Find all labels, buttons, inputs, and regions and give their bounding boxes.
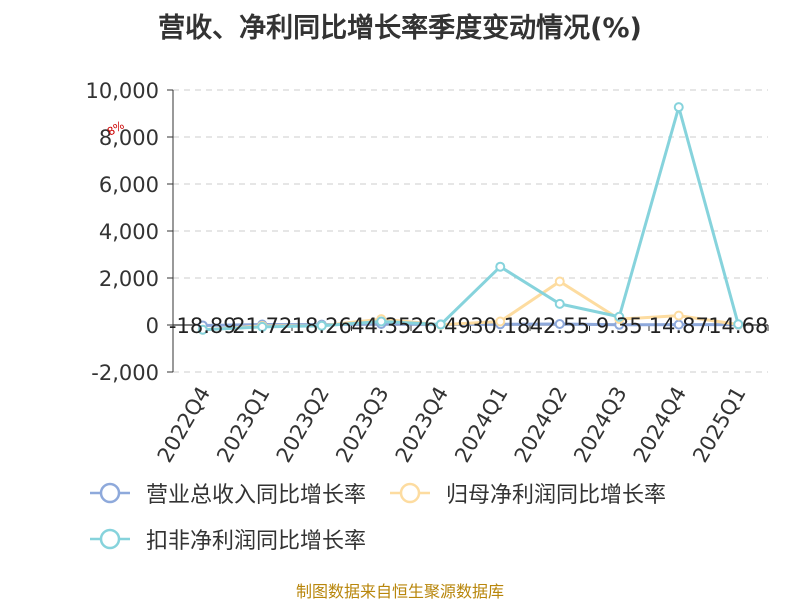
data-label: 9.35 <box>596 314 643 338</box>
y-tick-label: 0 <box>146 314 159 338</box>
series-point <box>673 319 684 330</box>
x-tick-label: 2022Q4 <box>153 383 215 467</box>
legend-label: 营业总收入同比增长率 <box>146 483 367 508</box>
series-point <box>554 298 565 309</box>
x-tick-label: 2024Q2 <box>510 383 572 467</box>
series-point <box>495 316 506 327</box>
x-tick-label: 2024Q4 <box>629 383 691 467</box>
series-point <box>495 261 506 272</box>
x-tick-label: 2025Q1 <box>688 383 750 467</box>
y-tick-label: 2,000 <box>99 267 159 291</box>
series-point <box>554 319 565 330</box>
grid-lines <box>173 89 768 373</box>
data-label: 44.35 <box>351 314 411 338</box>
legend: 营业总收入同比增长率 归母净利润同比增长率扣非净利润同比增长率 <box>88 476 768 568</box>
data-label: 21.72 <box>232 314 292 338</box>
chart-title: 营收、净利同比增长率季度变动情况(%) <box>158 13 642 44</box>
y-tick-label: 4,000 <box>99 220 159 244</box>
data-label: 14.87 <box>649 314 709 338</box>
series-point <box>673 310 684 321</box>
legend-label: 扣非净利润同比增长率 <box>146 529 367 554</box>
series-point <box>316 320 327 331</box>
data-label: -18.89 <box>169 314 237 338</box>
y-tick-label: 10,000 <box>86 79 159 103</box>
data-label: 14.68 <box>708 314 768 338</box>
x-tick-label: 2024Q3 <box>569 383 631 467</box>
y-tick-label: 8,000 <box>99 126 159 150</box>
series-point <box>733 319 744 330</box>
series-point <box>554 276 565 287</box>
x-tick-label: 2024Q1 <box>450 383 512 467</box>
y-tick-label: 6,000 <box>99 173 159 197</box>
legend-item[interactable]: 营业总收入同比增长率 <box>88 476 366 510</box>
series-point <box>197 324 208 335</box>
series-point <box>614 311 625 322</box>
source-footer: 制图数据来自恒生聚源数据库 <box>295 582 504 601</box>
x-tick-label: 2023Q4 <box>391 383 453 467</box>
legend-marker-icon <box>390 482 431 504</box>
data-label: 18.26 <box>292 314 352 338</box>
series-point <box>376 316 387 327</box>
legend-label: 归母净利润同比增长率 <box>446 483 667 508</box>
legend-item[interactable]: 归母净利润同比增长率 <box>388 476 666 510</box>
x-tick-label: 2023Q1 <box>212 383 274 467</box>
data-label: 26.49 <box>411 314 471 338</box>
legend-marker-icon <box>90 482 130 504</box>
x-tick-label: 2023Q3 <box>331 383 393 467</box>
series-line <box>202 105 740 332</box>
data-label: 30.18 <box>470 314 530 338</box>
y-tick-label: -2,000 <box>91 361 159 385</box>
series-lines <box>197 102 744 335</box>
series-point <box>435 319 446 330</box>
series-point <box>673 102 684 113</box>
series-point <box>257 321 268 332</box>
legend-item[interactable]: 扣非净利润同比增长率 <box>88 522 366 556</box>
x-tick-label: 2023Q2 <box>272 383 334 467</box>
data-label: 42.55 <box>530 314 590 338</box>
legend-marker-icon <box>90 528 130 550</box>
